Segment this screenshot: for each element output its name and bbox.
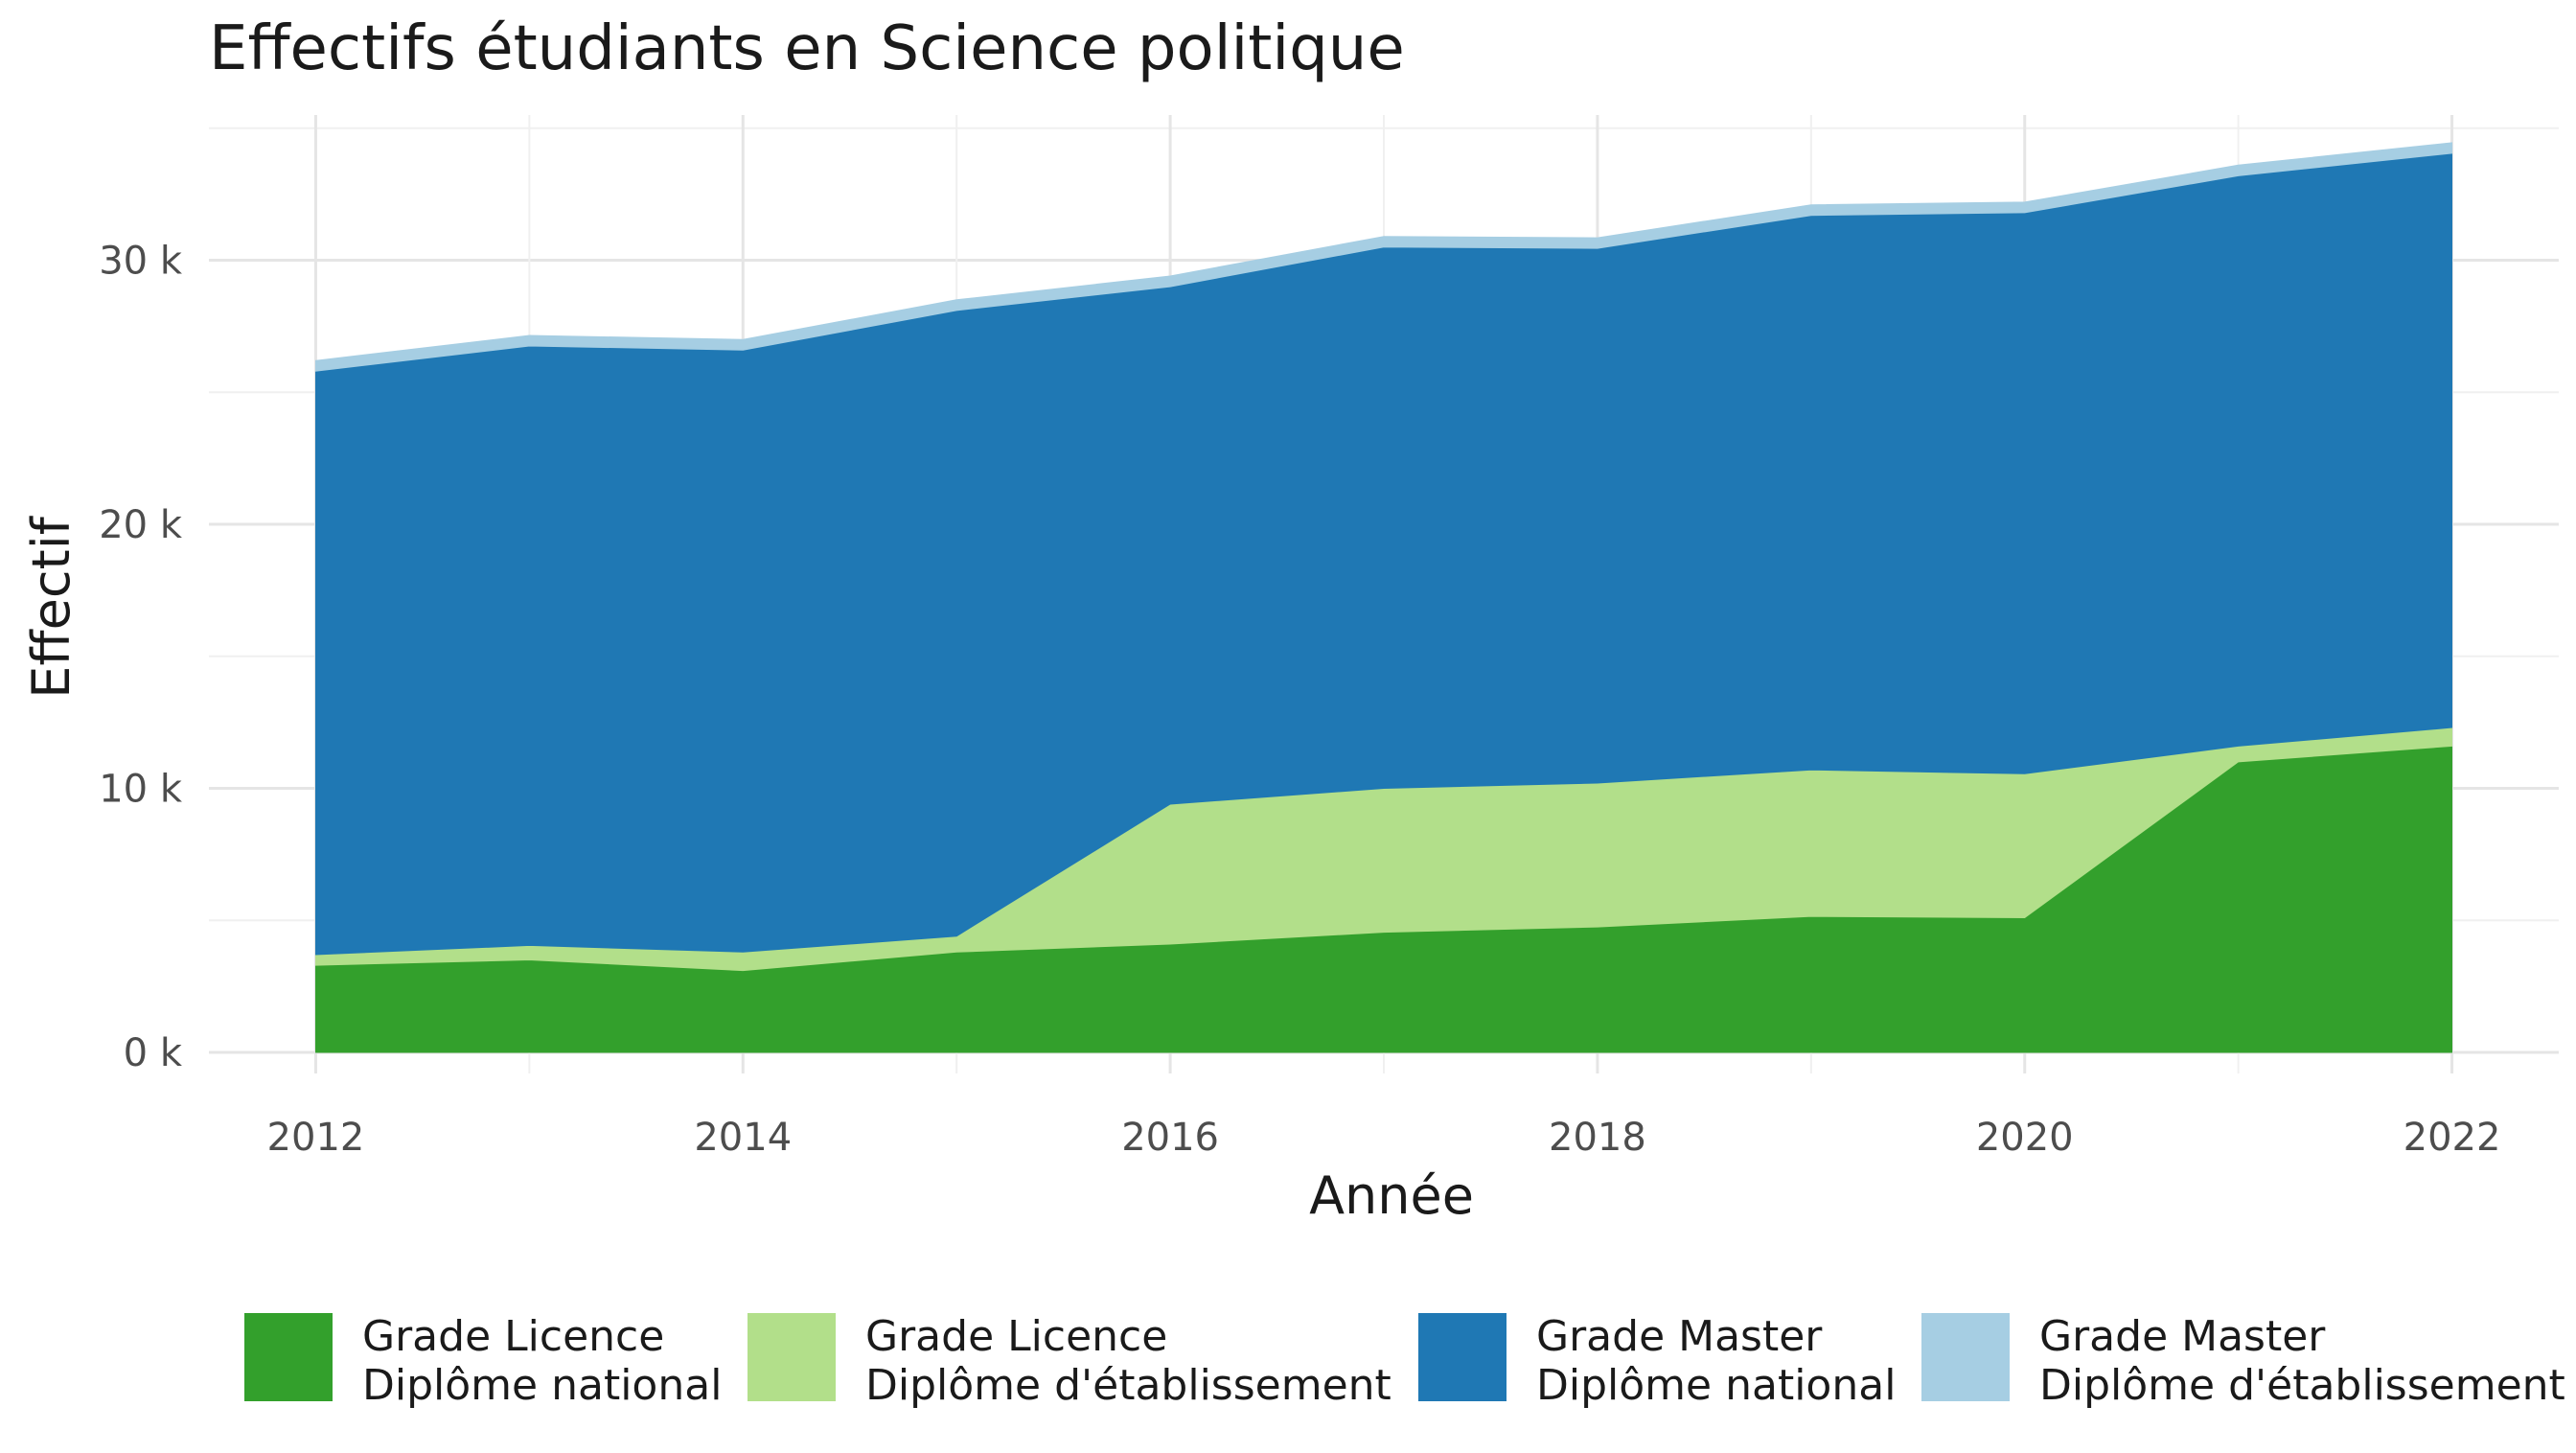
legend-label-line2: Diplôme national	[362, 1361, 722, 1410]
y-axis-title: Effectif	[21, 515, 81, 698]
x-axis-title: Année	[1309, 1165, 1474, 1226]
y-axis-tick-labels: 0 k 10 k 20 k 30 k	[99, 240, 183, 1075]
x-tick-label: 2018	[1549, 1116, 1646, 1160]
legend-label-line2: Diplôme national	[1536, 1361, 1896, 1410]
y-tick-label: 20 k	[99, 503, 183, 547]
legend-label-line1: Grade Licence	[362, 1312, 664, 1361]
legend-swatch	[1921, 1313, 2010, 1401]
areas	[315, 142, 2452, 1053]
legend-label-line1: Grade Master	[1536, 1312, 1823, 1361]
x-axis-tick-labels: 2012 2014 2016 2018 2020 2022	[267, 1116, 2501, 1160]
legend-swatch	[244, 1313, 333, 1401]
x-tick-label: 2020	[1976, 1116, 2074, 1160]
y-tick-label: 10 k	[99, 767, 183, 811]
y-tick-label: 0 k	[124, 1031, 183, 1075]
x-tick-label: 2022	[2404, 1116, 2501, 1160]
legend-swatch	[1418, 1313, 1506, 1401]
legend-label-line1: Grade Master	[2039, 1312, 2326, 1361]
legend-label-line2: Diplôme d'établissement	[2039, 1361, 2565, 1410]
legend-label-line1: Grade Licence	[865, 1312, 1167, 1361]
x-tick-label: 2016	[1121, 1116, 1219, 1160]
chart-title: Effectifs étudiants en Science politique	[209, 13, 1405, 84]
legend-swatch	[748, 1313, 836, 1401]
area-series-4	[315, 142, 2452, 372]
y-tick-label: 30 k	[99, 240, 183, 284]
x-tick-label: 2012	[267, 1116, 365, 1160]
x-tick-label: 2014	[694, 1116, 792, 1160]
legend-label-line2: Diplôme d'établissement	[865, 1361, 1392, 1410]
